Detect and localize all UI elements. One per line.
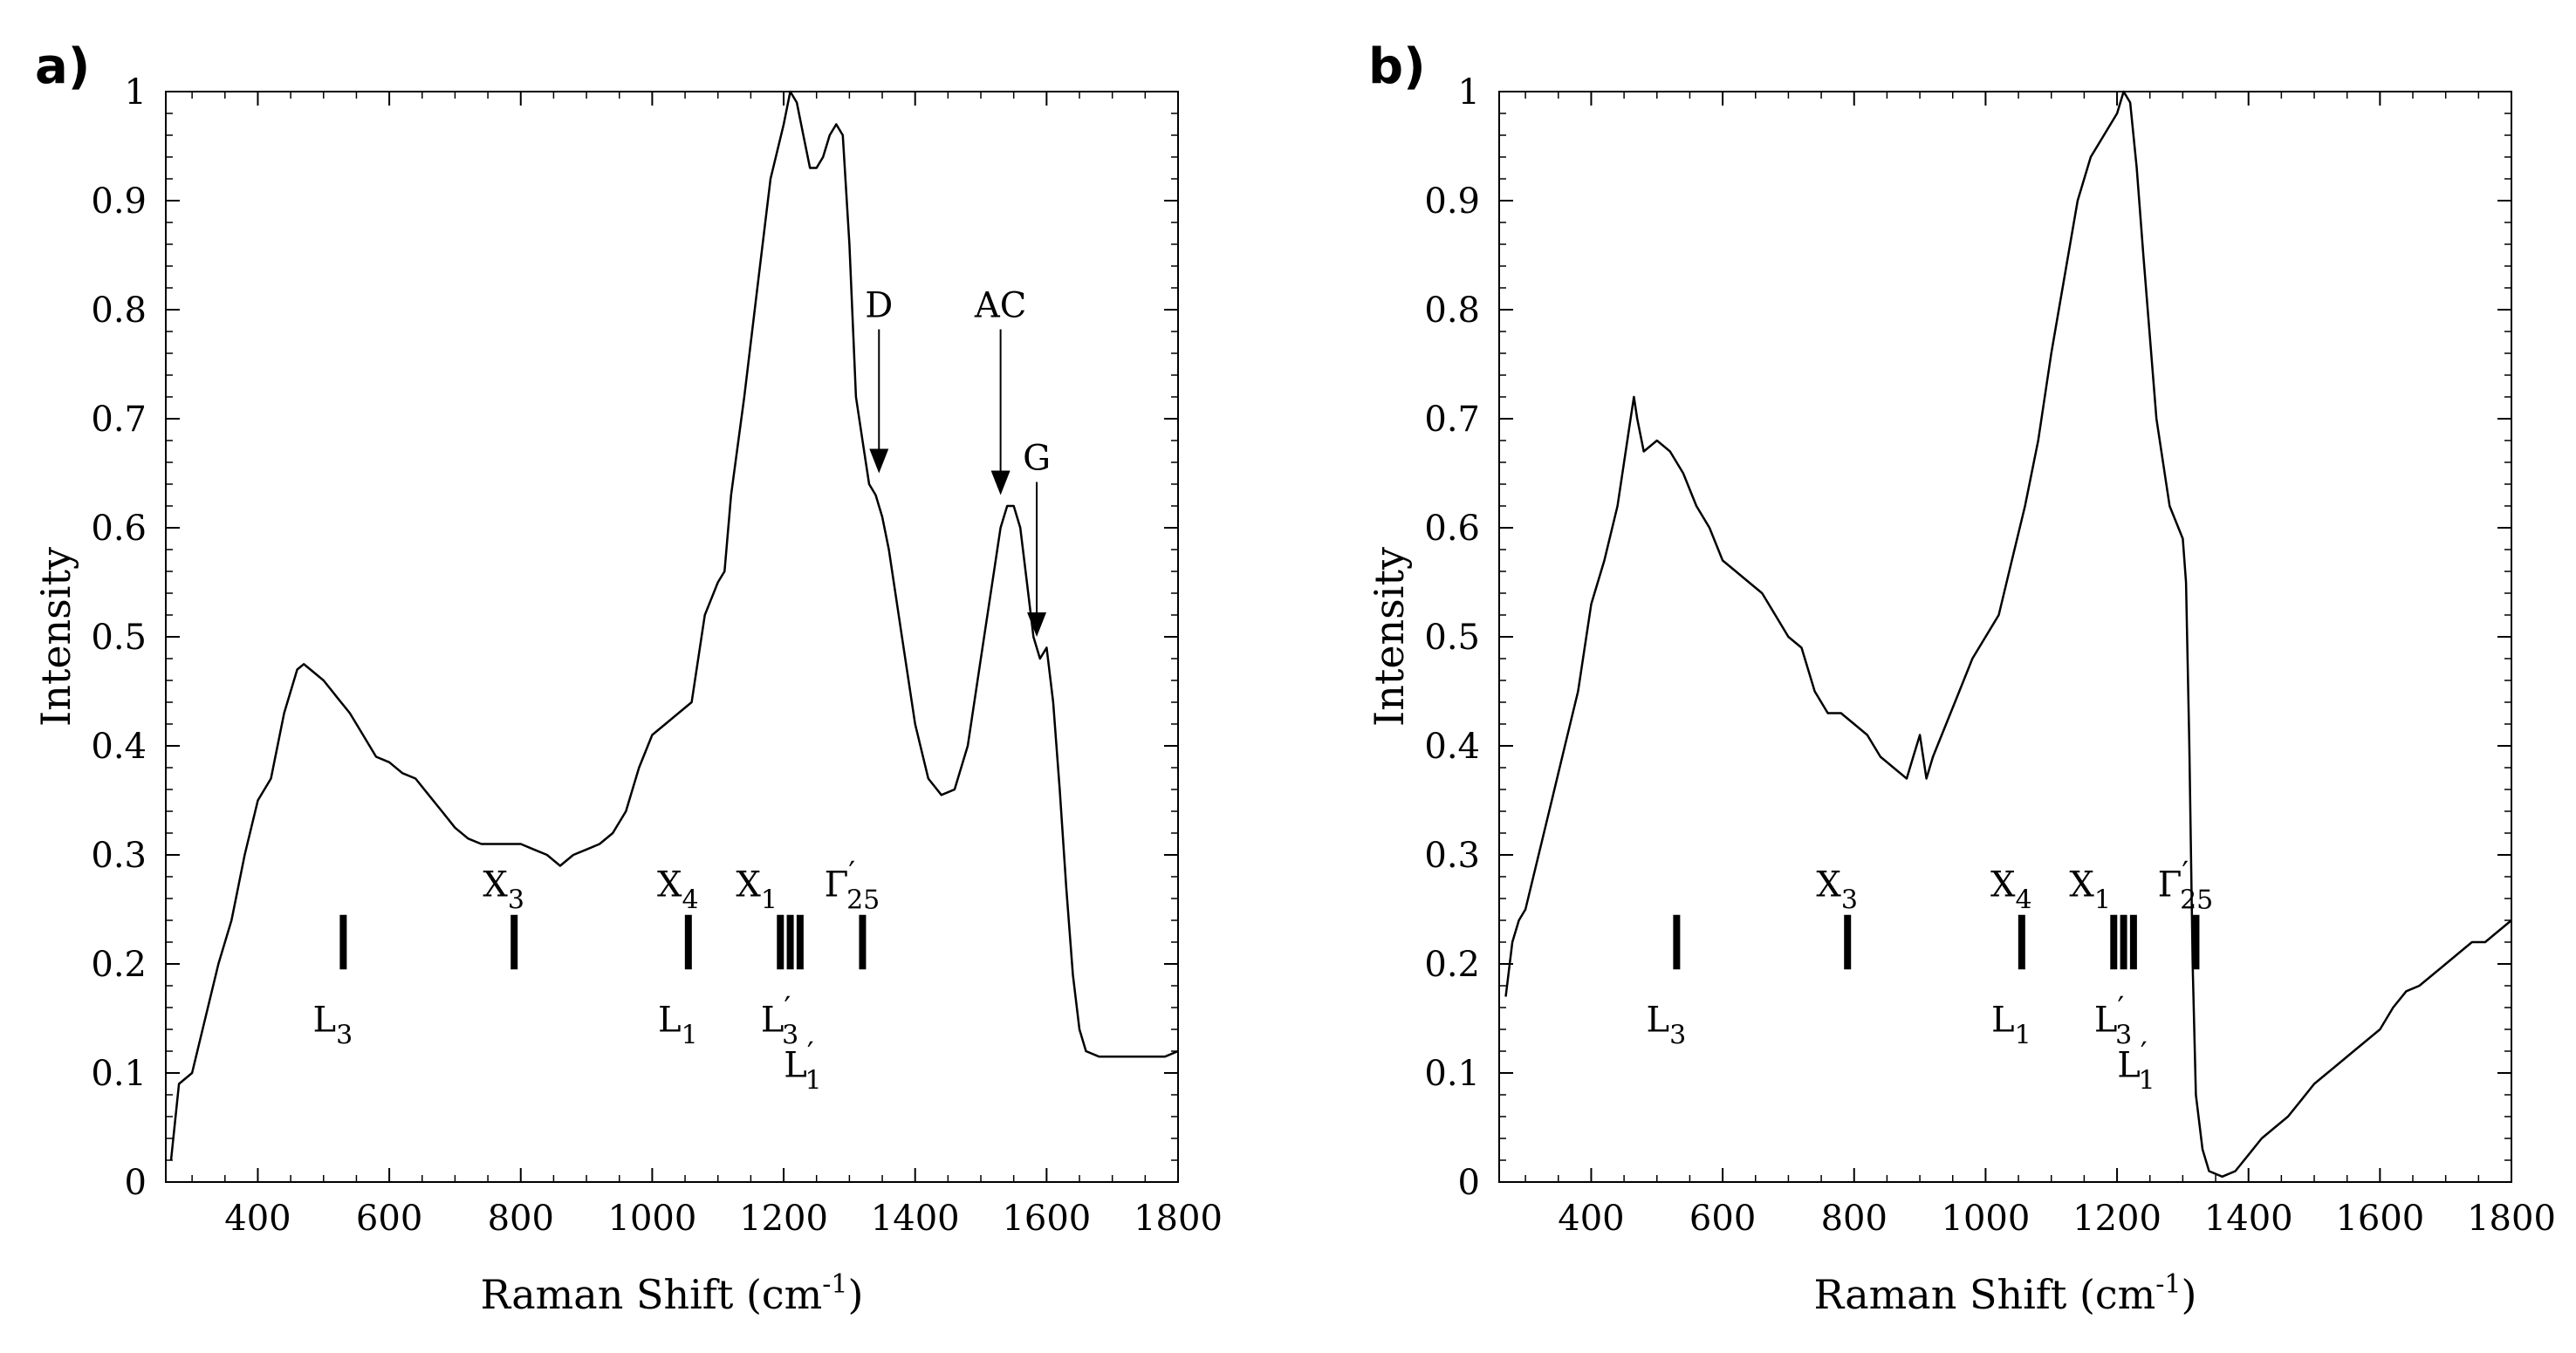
chart-panel-2: b) 400 600 800 1000 1200 1400 1600 1800 0 0.1 0.2 0.…	[1366, 38, 2556, 1318]
x-tick-label: 1400	[871, 1199, 960, 1239]
y-tick-label: 0.1	[1424, 1054, 1480, 1094]
x-tick-label: 600	[356, 1199, 422, 1239]
y-tick-label: 0.4	[91, 727, 147, 767]
marker-label: L3	[1647, 1001, 1687, 1051]
y-tick-label: 0.6	[91, 509, 147, 549]
x-tick-label: 400	[1558, 1199, 1624, 1239]
marker-label: X4	[1990, 865, 2032, 916]
y-tick-label: 0.7	[91, 400, 147, 440]
marker-label: L1	[658, 1001, 698, 1051]
x-tick-label: 1200	[2072, 1199, 2162, 1239]
marker-label: X3	[1816, 865, 1858, 916]
y-axis-title: Intensity	[1366, 547, 1413, 727]
y-tick-label: 0.4	[1424, 727, 1480, 767]
marker-label: L′ 1	[2117, 1036, 2155, 1097]
y-tick-label: 0.9	[91, 181, 147, 222]
arrow-head-icon	[869, 448, 889, 474]
x-tick-label: 1600	[2335, 1199, 2424, 1239]
marker-label: X4	[657, 865, 699, 916]
arrow-label: AC	[974, 286, 1027, 326]
y-tick-label: 0	[125, 1163, 147, 1203]
x-tick-label: 1600	[1002, 1199, 1091, 1239]
y-tick-label: 0.6	[1424, 509, 1480, 549]
marker-label: L′ 1	[784, 1036, 821, 1097]
marker-label: L′ 3	[761, 991, 798, 1051]
marker-label: L1	[1991, 1001, 2031, 1051]
x-axis-title: Raman Shift (cm-1)	[481, 1269, 864, 1318]
marker-label: X1	[2069, 865, 2111, 916]
panel-label: b)	[1368, 38, 1426, 95]
y-tick-label: 0.8	[91, 290, 147, 331]
panel-label: a)	[35, 38, 90, 95]
chart-panel-1: a) 400 600 800 1000 1200 1400 1600 1800 0 0.1 0.2 0.…	[32, 38, 1223, 1318]
y-tick-label: 0.3	[1424, 836, 1480, 876]
x-axis-title: Raman Shift (cm-1)	[1814, 1269, 2197, 1318]
x-tick-label: 1000	[1942, 1199, 2031, 1239]
marker-label: X3	[483, 865, 524, 916]
x-tick-label: 1800	[1134, 1199, 1223, 1239]
marker-label: Γ′ 25	[825, 856, 880, 916]
x-tick-label: 800	[1821, 1199, 1887, 1239]
y-tick-label: 0	[1458, 1163, 1480, 1203]
arrow-label: D	[865, 286, 893, 326]
arrow-head-icon	[1027, 612, 1047, 637]
arrow-label: G	[1023, 439, 1051, 479]
y-tick-label: 0.7	[1424, 400, 1480, 440]
x-tick-label: 400	[224, 1199, 291, 1239]
y-tick-label: 0.8	[1424, 290, 1480, 331]
x-tick-label: 1400	[2204, 1199, 2293, 1239]
y-tick-label: 0.9	[1424, 181, 1480, 222]
y-tick-label: 0.5	[1424, 618, 1480, 658]
y-tick-label: 0.3	[91, 836, 147, 876]
x-tick-label: 1000	[608, 1199, 697, 1239]
series-line-spectrum	[1504, 90, 2512, 1179]
marker-label: L3	[313, 1001, 353, 1051]
marker-label: Γ′ 25	[2158, 856, 2214, 916]
y-tick-label: 1	[1458, 72, 1480, 113]
arrow-head-icon	[990, 470, 1011, 495]
marker-label: L′ 3	[2094, 991, 2132, 1051]
y-tick-label: 0.2	[1424, 945, 1480, 985]
x-tick-label: 1800	[2467, 1199, 2556, 1239]
x-tick-label: 600	[1689, 1199, 1756, 1239]
series-line-spectrum	[169, 90, 1179, 1161]
y-tick-label: 0.1	[91, 1054, 147, 1094]
x-tick-label: 1200	[739, 1199, 828, 1239]
y-tick-label: 1	[125, 72, 147, 113]
y-axis-title: Intensity	[32, 547, 79, 727]
marker-label: X1	[736, 865, 778, 916]
y-tick-label: 0.5	[91, 618, 147, 658]
x-tick-label: 800	[488, 1199, 554, 1239]
y-tick-label: 0.2	[91, 945, 147, 985]
